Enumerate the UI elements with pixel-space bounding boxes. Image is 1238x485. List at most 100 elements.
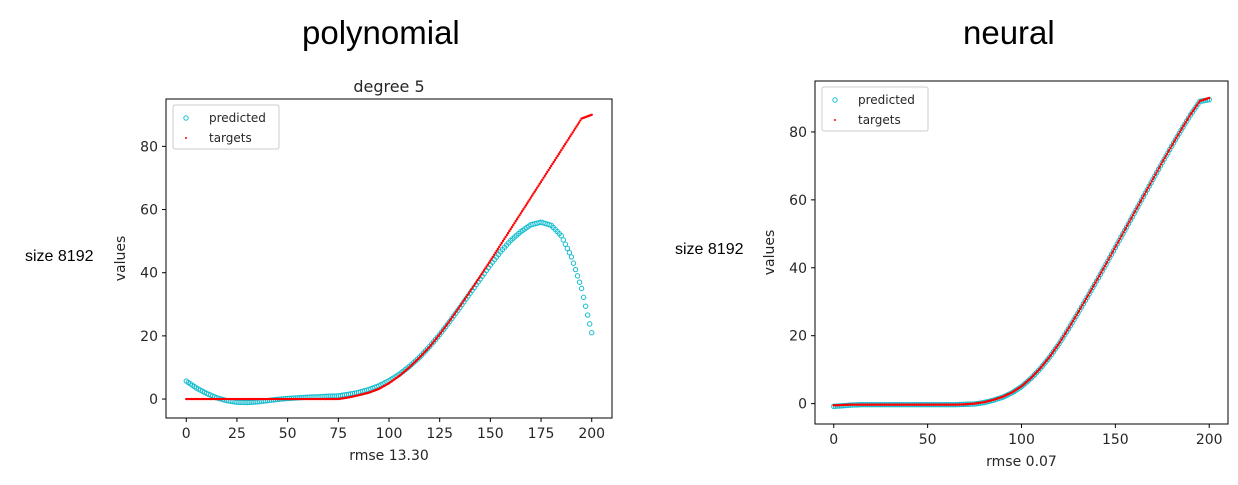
x-tick-label: 50 [279, 426, 297, 442]
target-point [1127, 222, 1130, 225]
target-point [1143, 192, 1146, 196]
predicted-point [568, 254, 575, 260]
target-point [1179, 128, 1183, 132]
target-point [571, 131, 574, 134]
predicted-point [566, 249, 573, 256]
x-axis-label: rmse 0.07 [986, 454, 1057, 470]
target-point [548, 166, 552, 170]
target-point [532, 192, 535, 195]
target-point [447, 321, 450, 324]
target-point [1154, 173, 1157, 177]
target-point [462, 299, 465, 302]
target-point [1053, 348, 1056, 352]
target-point [495, 249, 498, 253]
target-point [522, 208, 525, 211]
target-point [1056, 343, 1060, 347]
target-point [498, 245, 501, 249]
legend-predicted-marker [832, 97, 838, 103]
target-point [1145, 188, 1149, 191]
target-point [513, 222, 516, 225]
target-point [1165, 152, 1169, 156]
target-point [1078, 307, 1082, 311]
panel-heading-neural: neural [963, 14, 1055, 51]
predicted-series [831, 96, 1212, 410]
target-point [1071, 319, 1075, 322]
y-tick-label: 80 [789, 125, 807, 141]
legend-targets-marker [185, 137, 187, 139]
target-point [1152, 175, 1156, 179]
target-point [1172, 140, 1176, 144]
target-point [1193, 106, 1197, 110]
target-point [1170, 144, 1173, 148]
target-point [1086, 295, 1089, 299]
x-tick-label: 0 [829, 432, 838, 448]
target-point [1101, 269, 1104, 272]
target-point [1094, 281, 1097, 284]
target-point [444, 324, 448, 328]
target-point [471, 286, 474, 289]
target-point [1073, 317, 1076, 321]
y-tick-label: 80 [140, 139, 158, 155]
target-point [579, 119, 582, 122]
target-point [524, 204, 528, 207]
target-point [439, 331, 443, 334]
target-point [514, 220, 517, 223]
target-point [506, 231, 510, 235]
target-point [1122, 231, 1125, 234]
chart-title: degree 5 [353, 77, 424, 96]
y-tick-label: 40 [140, 266, 158, 282]
target-point [1183, 122, 1186, 126]
x-tick-label: 0 [182, 426, 191, 442]
target-point [1141, 197, 1144, 200]
target-point [1095, 279, 1098, 282]
target-point [1178, 130, 1182, 134]
y-tick-label: 60 [140, 203, 158, 219]
predicted-point [572, 266, 579, 273]
target-point [1190, 111, 1193, 115]
legend-predicted-label: predicted [209, 111, 266, 125]
target-point [542, 176, 545, 180]
target-point [1096, 277, 1099, 280]
target-point [1108, 256, 1111, 259]
predicted-point [587, 321, 593, 327]
legend-targets-label: targets [209, 131, 252, 145]
target-point [1116, 241, 1119, 245]
target-point [1061, 336, 1064, 340]
target-point [1063, 332, 1067, 336]
target-point [1124, 226, 1128, 230]
target-point [517, 216, 520, 219]
target-point [489, 259, 492, 262]
target-point [541, 178, 544, 181]
target-point [1155, 171, 1158, 174]
target-point [1177, 132, 1180, 136]
target-point [1156, 169, 1159, 172]
predicted-point [589, 330, 595, 336]
target-point [544, 172, 548, 176]
target-point [1112, 247, 1116, 251]
target-point [1050, 352, 1054, 355]
target-point [1090, 287, 1094, 291]
target-point [1048, 355, 1051, 358]
legend-box [821, 86, 929, 132]
target-point [1189, 113, 1192, 116]
target-point [1070, 321, 1074, 324]
target-point [1102, 267, 1105, 270]
target-point [477, 276, 481, 280]
target-point [533, 190, 536, 193]
target-point [576, 123, 579, 126]
target-point [1082, 301, 1085, 305]
y-tick-label: 40 [789, 261, 807, 277]
target-point [1176, 134, 1179, 138]
target-point [1117, 239, 1121, 242]
legend: predicted targets [172, 104, 280, 150]
target-point [1068, 325, 1071, 328]
target-point [456, 308, 459, 312]
target-point [496, 247, 500, 251]
target-point [1077, 309, 1081, 313]
target-point [448, 319, 452, 322]
target-point [572, 129, 576, 132]
target-point [463, 297, 467, 300]
predicted-point [574, 273, 581, 279]
target-point [553, 158, 557, 162]
target-point [515, 218, 519, 221]
